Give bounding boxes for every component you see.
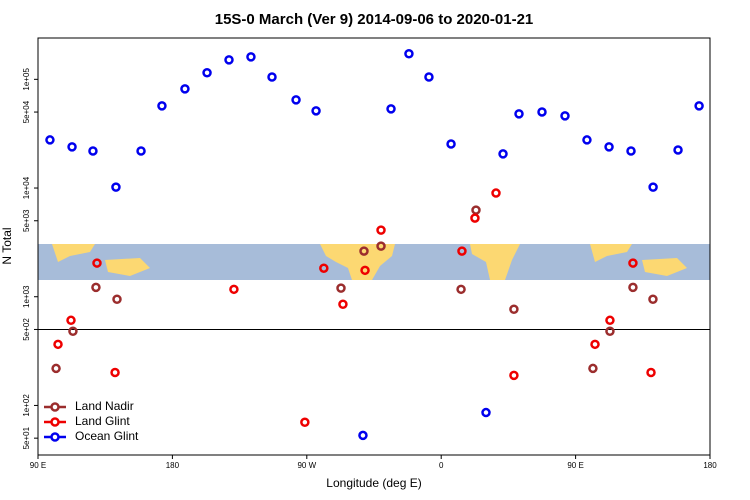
point	[386, 104, 396, 114]
point	[471, 205, 481, 215]
land	[590, 244, 687, 276]
y-axis-label: N Total	[0, 227, 14, 264]
land	[470, 244, 520, 280]
point	[491, 188, 501, 198]
point	[91, 282, 101, 293]
point	[648, 294, 658, 305]
point	[560, 111, 570, 121]
map-band	[38, 244, 710, 280]
x-tick-label: 90 E	[30, 461, 46, 470]
point	[446, 139, 456, 149]
legend-marker	[50, 432, 60, 442]
plot-frame	[37, 37, 711, 456]
point	[338, 299, 348, 309]
y-tick-label: 5e+02	[22, 318, 31, 341]
point	[628, 258, 638, 268]
y-tick-label: 1e+04	[22, 176, 31, 199]
point	[136, 146, 146, 156]
point	[311, 106, 321, 116]
point	[66, 315, 76, 326]
point	[457, 246, 467, 256]
point	[582, 135, 592, 145]
point	[424, 72, 434, 82]
point	[605, 315, 615, 326]
x-axis-label: Longitude (deg E)	[326, 476, 421, 490]
y-tick-label: 5e+04	[22, 100, 31, 123]
point	[110, 367, 120, 378]
y-tick-label: 1e+05	[22, 68, 31, 91]
x-tick-label: 180	[166, 461, 180, 470]
point	[605, 326, 615, 337]
legend-label: Land Nadir	[75, 399, 134, 413]
point	[267, 72, 277, 82]
point	[360, 265, 370, 276]
y-tick-label: 5e+01	[22, 426, 31, 449]
point	[229, 284, 239, 295]
point	[588, 363, 598, 374]
land	[52, 244, 150, 276]
y-tick-label: 5e+03	[22, 209, 31, 232]
legend-label: Ocean Glint	[75, 429, 139, 443]
point	[180, 84, 190, 94]
point	[509, 304, 519, 315]
point	[481, 407, 491, 418]
legend-marker	[50, 402, 60, 412]
point	[604, 142, 614, 152]
point	[646, 367, 656, 378]
x-tick-label: 90 W	[297, 461, 316, 470]
point	[246, 52, 256, 62]
point	[376, 241, 386, 251]
point	[514, 109, 524, 119]
point	[319, 263, 329, 273]
point	[456, 284, 466, 295]
point	[68, 326, 78, 337]
legend-marker	[50, 417, 60, 427]
point	[202, 67, 212, 78]
point	[673, 145, 683, 155]
point	[359, 246, 369, 256]
point	[300, 417, 310, 428]
y-tick-label: 1e+03	[22, 285, 31, 308]
point	[111, 182, 121, 192]
point	[537, 107, 547, 117]
chart-title: 15S-0 March (Ver 9) 2014-09-06 to 2020-0…	[215, 11, 534, 28]
point	[336, 283, 346, 293]
point	[694, 101, 704, 111]
point	[509, 370, 519, 381]
point	[358, 430, 368, 441]
point	[92, 258, 102, 268]
x-tick-label: 0	[439, 461, 444, 470]
land	[320, 244, 395, 280]
point	[376, 225, 386, 235]
point	[590, 339, 600, 350]
point	[88, 146, 98, 156]
x-tick-label: 180	[703, 461, 717, 470]
x-tick-label: 90 E	[567, 461, 583, 470]
point	[112, 294, 122, 305]
point	[404, 48, 414, 59]
point	[51, 363, 61, 374]
point	[45, 135, 55, 145]
point	[470, 213, 480, 223]
point	[648, 182, 658, 192]
point	[291, 95, 301, 105]
point	[224, 55, 234, 65]
legend-label: Land Glint	[75, 414, 130, 428]
point	[53, 339, 63, 350]
point	[498, 149, 508, 159]
point	[626, 146, 636, 156]
point	[67, 142, 77, 152]
point	[157, 101, 167, 111]
y-tick-label: 1e+02	[22, 394, 31, 417]
point	[628, 282, 638, 293]
